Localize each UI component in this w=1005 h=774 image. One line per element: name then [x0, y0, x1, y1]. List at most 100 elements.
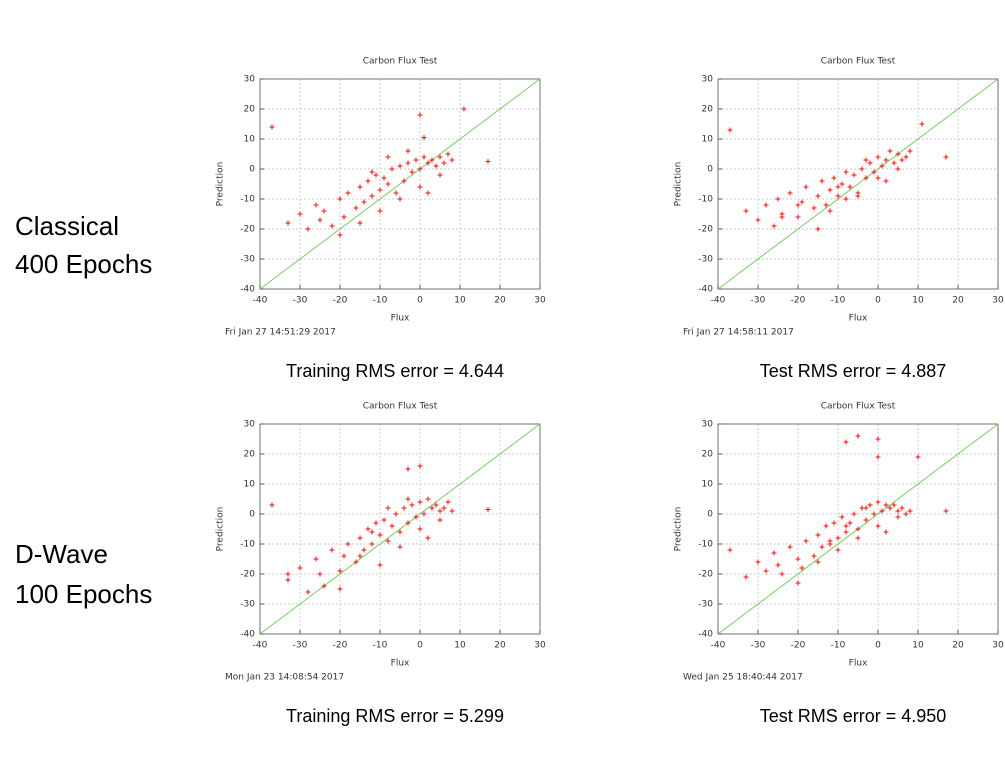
- point: [779, 211, 785, 217]
- x-tick-label: 10: [454, 296, 466, 306]
- point: [369, 529, 375, 535]
- point: [811, 205, 817, 211]
- point: [839, 514, 845, 520]
- point: [879, 163, 885, 169]
- y-tick-label: -40: [240, 630, 255, 640]
- point: [895, 508, 901, 514]
- point: [437, 172, 443, 178]
- x-tick-label: -30: [751, 641, 766, 651]
- point: [329, 547, 335, 553]
- point: [305, 226, 311, 232]
- point: [755, 559, 761, 565]
- point: [875, 436, 881, 442]
- point: [863, 505, 869, 511]
- point: [353, 205, 359, 211]
- point: [429, 157, 435, 163]
- x-tick-label: 10: [912, 641, 924, 651]
- point: [461, 106, 467, 112]
- point: [743, 574, 749, 580]
- point: [345, 190, 351, 196]
- point: [393, 190, 399, 196]
- point: [779, 571, 785, 577]
- y-tick-label: -20: [240, 570, 255, 580]
- point: [795, 580, 801, 586]
- point: [445, 151, 451, 157]
- point: [883, 178, 889, 184]
- point: [421, 154, 427, 160]
- point: [859, 166, 865, 172]
- point: [449, 157, 455, 163]
- y-tick-label: -10: [240, 195, 255, 205]
- point: [763, 202, 769, 208]
- x-tick-label: -20: [333, 641, 348, 651]
- point: [429, 505, 435, 511]
- point: [855, 535, 861, 541]
- plot-frame: [259, 423, 541, 635]
- y-tick-label: -10: [698, 195, 713, 205]
- point: [899, 157, 905, 163]
- point: [369, 193, 375, 199]
- point: [361, 199, 367, 205]
- point: [787, 190, 793, 196]
- x-tick-label: -10: [373, 296, 388, 306]
- x-tick-label: -40: [711, 641, 726, 651]
- point: [341, 553, 347, 559]
- point: [771, 223, 777, 229]
- point: [883, 157, 889, 163]
- point: [369, 169, 375, 175]
- point: [437, 154, 443, 160]
- x-tick-label: 0: [417, 296, 423, 306]
- point: [405, 496, 411, 502]
- point: [353, 559, 359, 565]
- timestamp: Fri Jan 27 14:58:11 2017: [683, 328, 794, 338]
- x-tick-label: 30: [992, 296, 1004, 306]
- point: [425, 496, 431, 502]
- point: [357, 184, 363, 190]
- subplot: Carbon Flux Test -40 -30 -20 -10 0 10 20 30 -40 -3…: [216, 57, 546, 381]
- point: [397, 196, 403, 202]
- point: [365, 526, 371, 532]
- point: [269, 124, 275, 130]
- point: [903, 511, 909, 517]
- y-tick-label: -30: [698, 600, 713, 610]
- caption: Training RMS error = 4.644: [286, 361, 504, 381]
- point: [441, 505, 447, 511]
- x-tick-label: 20: [952, 641, 964, 651]
- point: [345, 541, 351, 547]
- point: [827, 187, 833, 193]
- y-tick-label: 20: [702, 105, 714, 115]
- point: [357, 220, 363, 226]
- point: [417, 112, 423, 118]
- point: [385, 154, 391, 160]
- x-tick-label: 0: [417, 641, 423, 651]
- point: [867, 160, 873, 166]
- x-tick-label: -20: [333, 296, 348, 306]
- point: [835, 547, 841, 553]
- point: [421, 135, 427, 140]
- point: [361, 547, 367, 553]
- point: [775, 196, 781, 202]
- point: [863, 517, 869, 523]
- point: [373, 172, 379, 178]
- point: [875, 499, 881, 505]
- y-tick-label: 0: [249, 165, 255, 175]
- row-label: Classical: [15, 211, 119, 241]
- point: [815, 193, 821, 199]
- point: [321, 208, 327, 214]
- point: [313, 202, 319, 208]
- point: [843, 523, 849, 529]
- point: [815, 559, 821, 565]
- caption: Test RMS error = 4.950: [760, 706, 947, 726]
- point: [417, 184, 423, 190]
- point: [907, 148, 913, 154]
- point: [397, 163, 403, 169]
- point: [337, 568, 343, 574]
- y-tick-label: 0: [249, 510, 255, 520]
- x-axis-label: Flux: [391, 659, 410, 669]
- point: [899, 505, 905, 511]
- y-axis-label: Prediction: [674, 507, 684, 552]
- point: [389, 166, 395, 172]
- chart-title: Carbon Flux Test: [821, 402, 896, 412]
- y-tick-label: -10: [698, 540, 713, 550]
- x-tick-label: 0: [875, 641, 881, 651]
